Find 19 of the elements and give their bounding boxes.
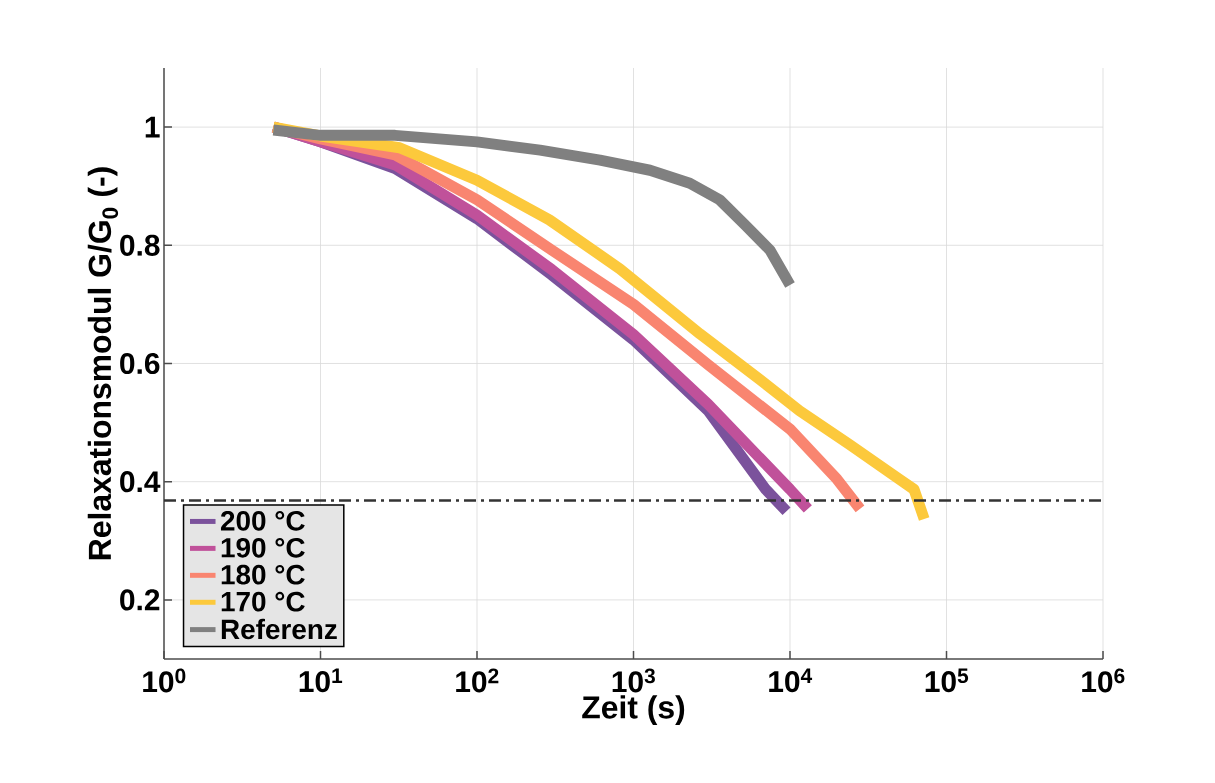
legend-label: 180 °C	[221, 564, 305, 585]
legend-label: 200 °C	[220, 510, 305, 531]
x-tick-label: 10$^{3}$	[612, 668, 655, 693]
y-tick-label: 0.4	[120, 471, 161, 493]
legend-label: Referenz	[221, 618, 337, 640]
x-tick-label: 10$^{5}$	[925, 668, 969, 693]
y-tick-label: 0.8	[120, 234, 160, 256]
legend-label: 170 °C	[221, 591, 305, 612]
y-tick-label: 1	[145, 116, 160, 138]
y-tick-label: 0.2	[120, 589, 160, 611]
y-tick-label: 0.6	[120, 352, 160, 375]
legend-label: 190 °C	[221, 537, 305, 558]
x-axis-title: Zeit (s)	[582, 695, 685, 725]
x-tick-label: 10$^{4}$	[769, 668, 813, 693]
x-tick-label: 10$^{1}$	[299, 668, 343, 693]
x-tick-label: 10$^{2}$	[456, 668, 499, 693]
x-tick-label: 10$^{6}$	[1082, 668, 1125, 693]
x-tick-label: 10$^{0}$	[143, 668, 186, 693]
y-axis-title: Relaxationsmodul G/G$_{0}$ (-)	[87, 167, 119, 560]
